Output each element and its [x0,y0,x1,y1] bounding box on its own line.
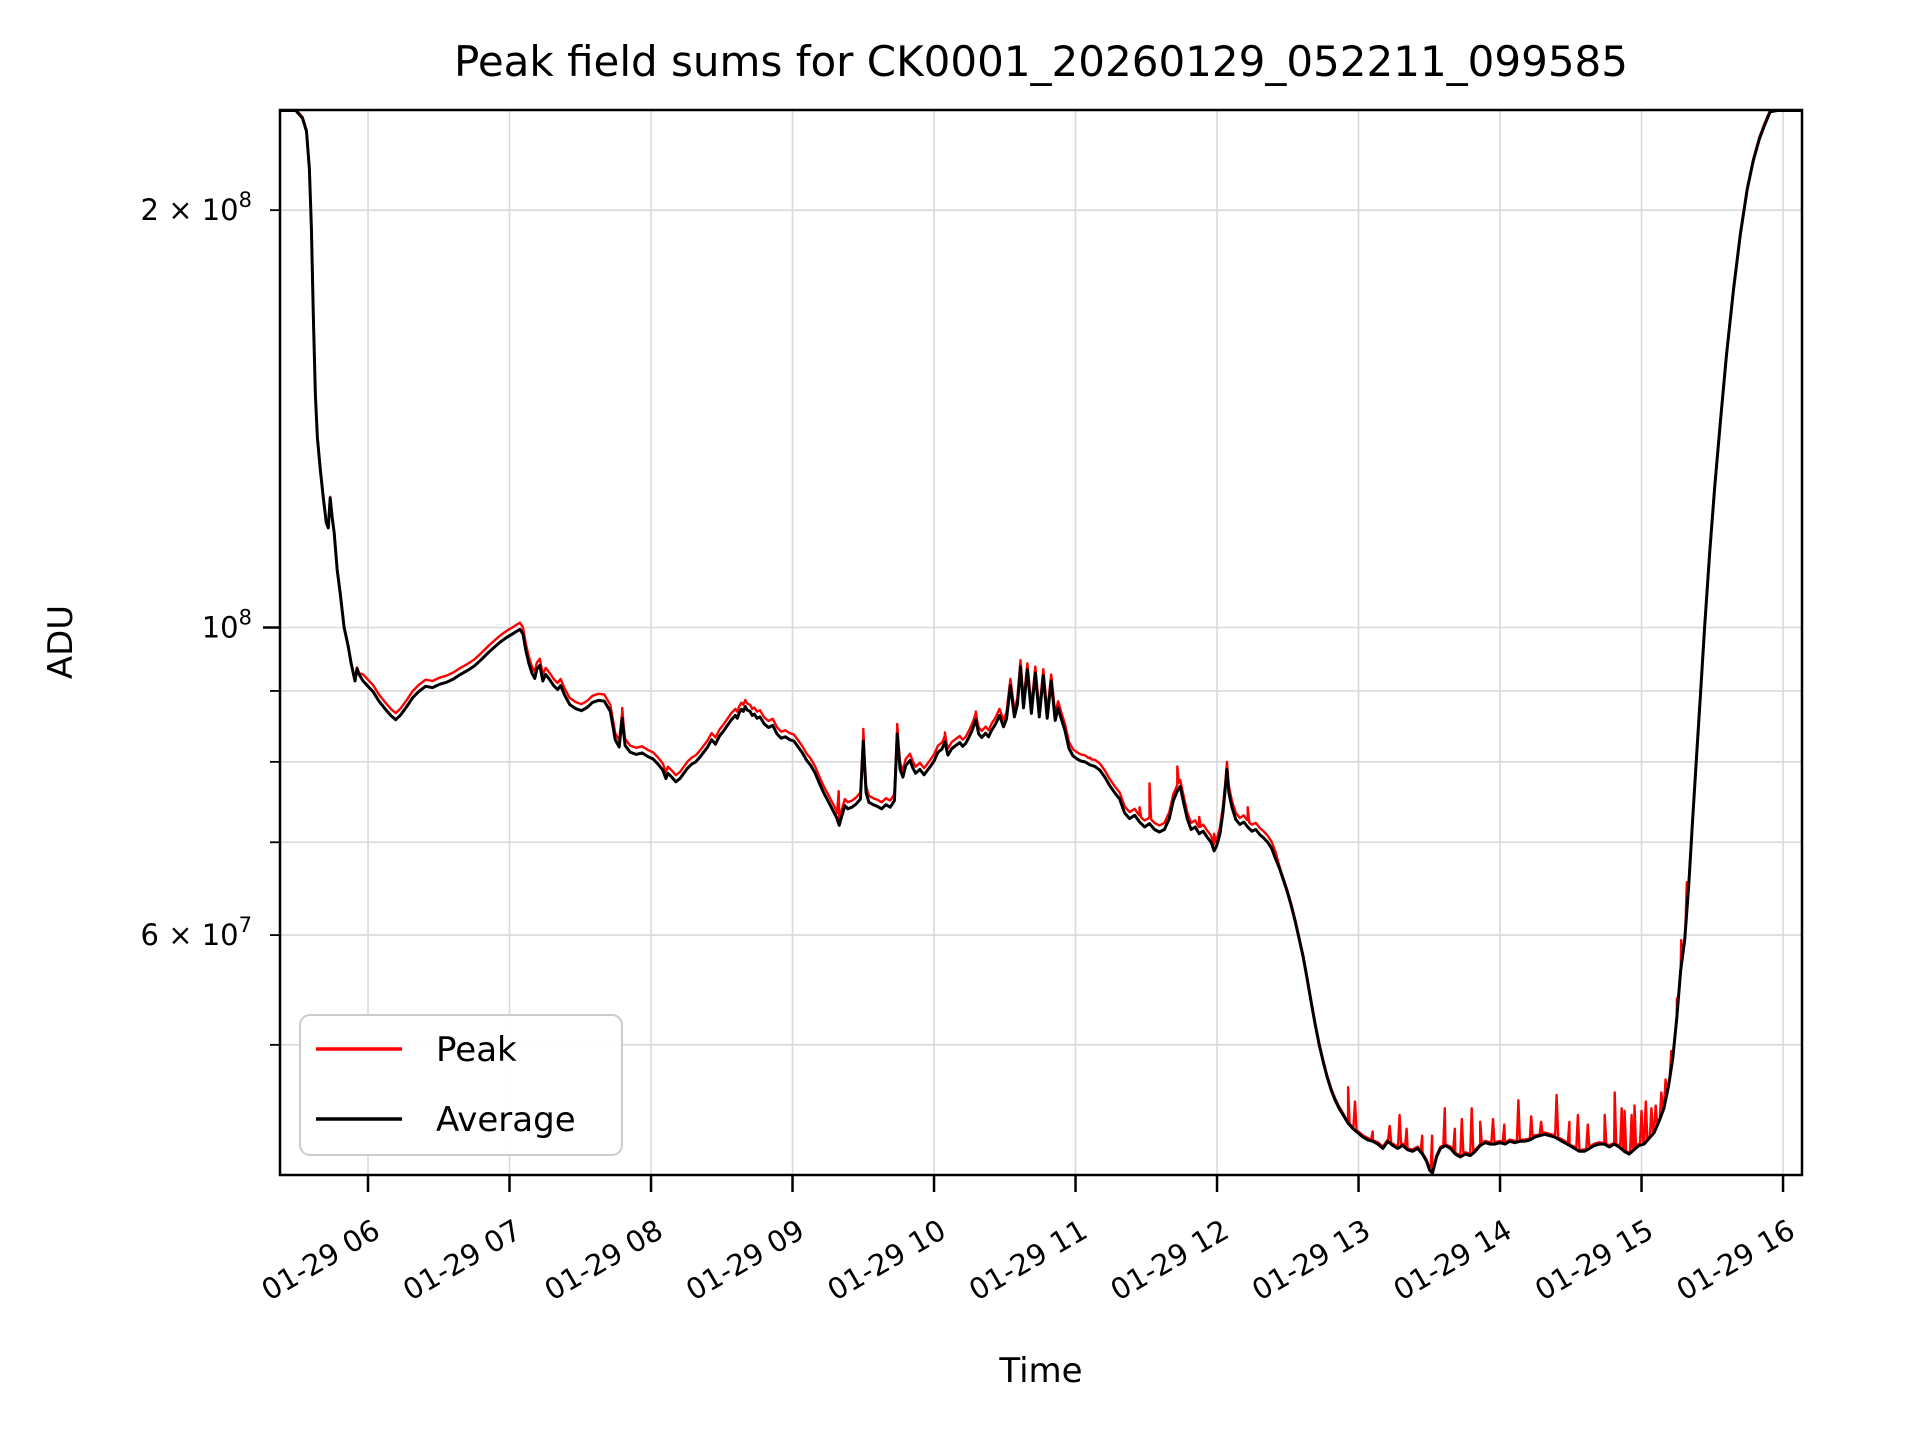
svg-text:6 × 107: 6 × 107 [141,913,252,952]
legend: Peak Average [299,1014,623,1156]
average-series-line [280,110,1802,1175]
plot-series [280,110,1802,1175]
peak-series-line [280,110,1777,1173]
legend-peak-label: Peak [436,1030,517,1070]
plot-border [278,108,1804,1177]
legend-average-label: Average [436,1100,576,1140]
x-axis-label: Time [998,1351,1082,1391]
chart-title: Peak field sums for CK0001_20260129_0522… [454,37,1628,86]
svg-text:2 × 108: 2 × 108 [141,188,252,227]
y-axis-label: ADU [41,605,81,679]
y-axis-ticks: 2 × 108 108 6 × 107 [141,188,280,1046]
svg-text:108: 108 [202,606,252,645]
